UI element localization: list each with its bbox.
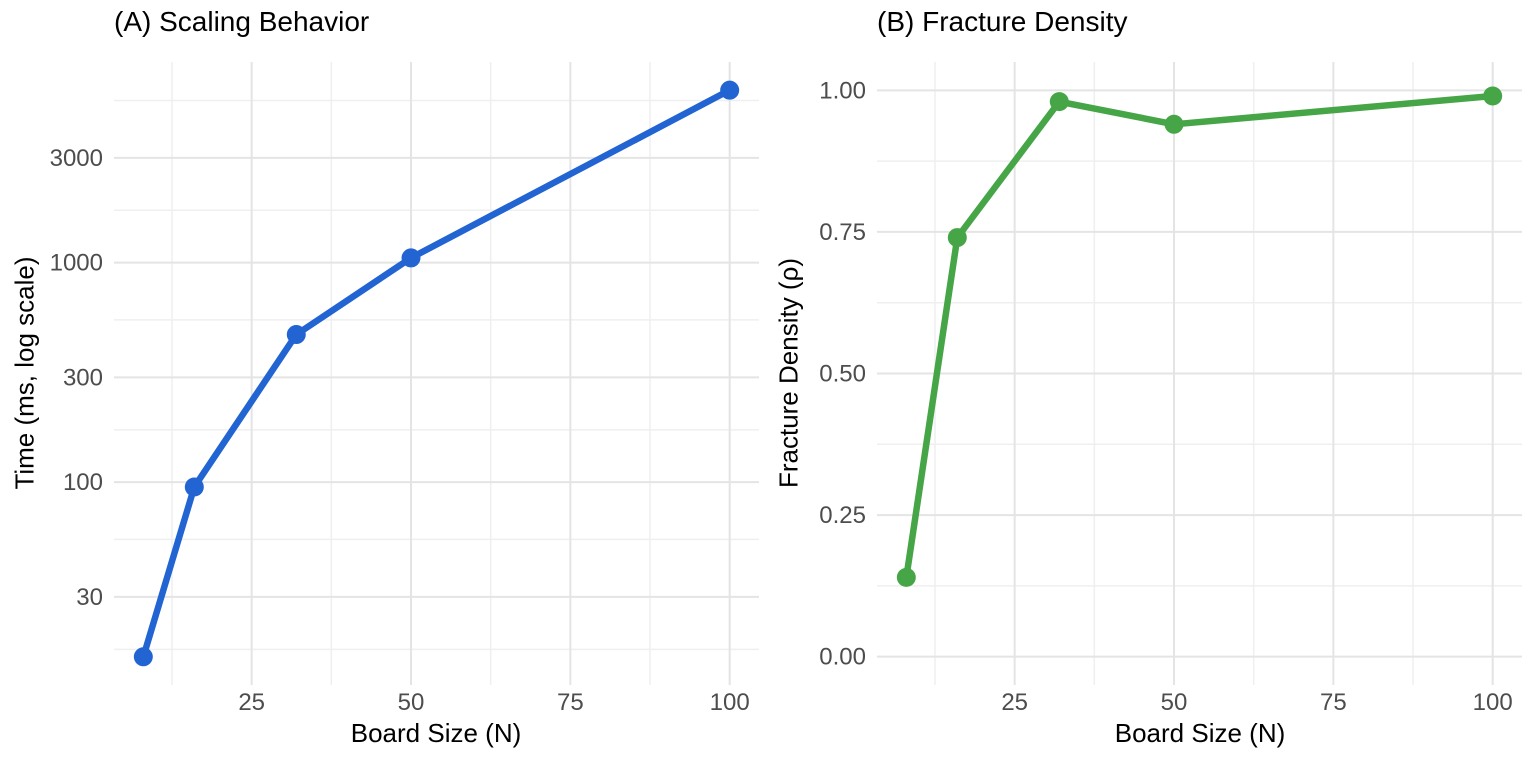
x-tick-label: 75 <box>557 689 584 716</box>
series-line <box>903 92 1496 581</box>
x-tick-label: 100 <box>710 689 750 716</box>
data-point <box>401 248 421 268</box>
y-tick-label: 1.00 <box>819 77 866 104</box>
panel-a-title: (A) Scaling Behavior <box>114 6 370 37</box>
data-point <box>947 228 967 248</box>
data-point <box>133 647 153 667</box>
x-tick-label: 50 <box>1161 689 1188 716</box>
x-tick-label: 50 <box>398 689 425 716</box>
data-point <box>184 477 204 497</box>
y-tick-label: 30 <box>76 584 103 611</box>
y-tick-label: 0.00 <box>819 644 866 671</box>
x-tick-label: 25 <box>238 689 265 716</box>
x-tick-label: 75 <box>1320 689 1347 716</box>
y-tick-label: 0.50 <box>819 361 866 388</box>
y-tick-label: 3000 <box>50 145 103 172</box>
data-point <box>896 567 916 587</box>
panel-a-x-axis-label: Board Size (N) <box>350 718 522 748</box>
data-point <box>286 325 306 345</box>
y-tick-label: 100 <box>63 469 103 496</box>
series-line <box>140 86 733 661</box>
panel-b-x-axis-label: Board Size (N) <box>1114 718 1286 748</box>
panel-b-plot-area: 25 50 75 100 0.00 0.25 0.50 0.75 1.00 <box>819 62 1522 716</box>
x-tick-label: 25 <box>1001 689 1028 716</box>
y-tick-label: 0.25 <box>819 502 866 529</box>
panel-b-title: (B) Fracture Density <box>877 6 1128 37</box>
data-point <box>1483 86 1503 106</box>
y-tick-label: 300 <box>63 364 103 391</box>
data-point <box>1049 92 1069 112</box>
y-tick-label: 1000 <box>50 250 103 277</box>
data-point <box>720 80 740 100</box>
data-point <box>1164 114 1184 134</box>
panel-a-plot-area: 25 50 75 100 30 100 300 1000 3000 <box>50 62 759 716</box>
y-tick-label: 0.75 <box>819 219 866 246</box>
x-tick-label: 100 <box>1473 689 1513 716</box>
